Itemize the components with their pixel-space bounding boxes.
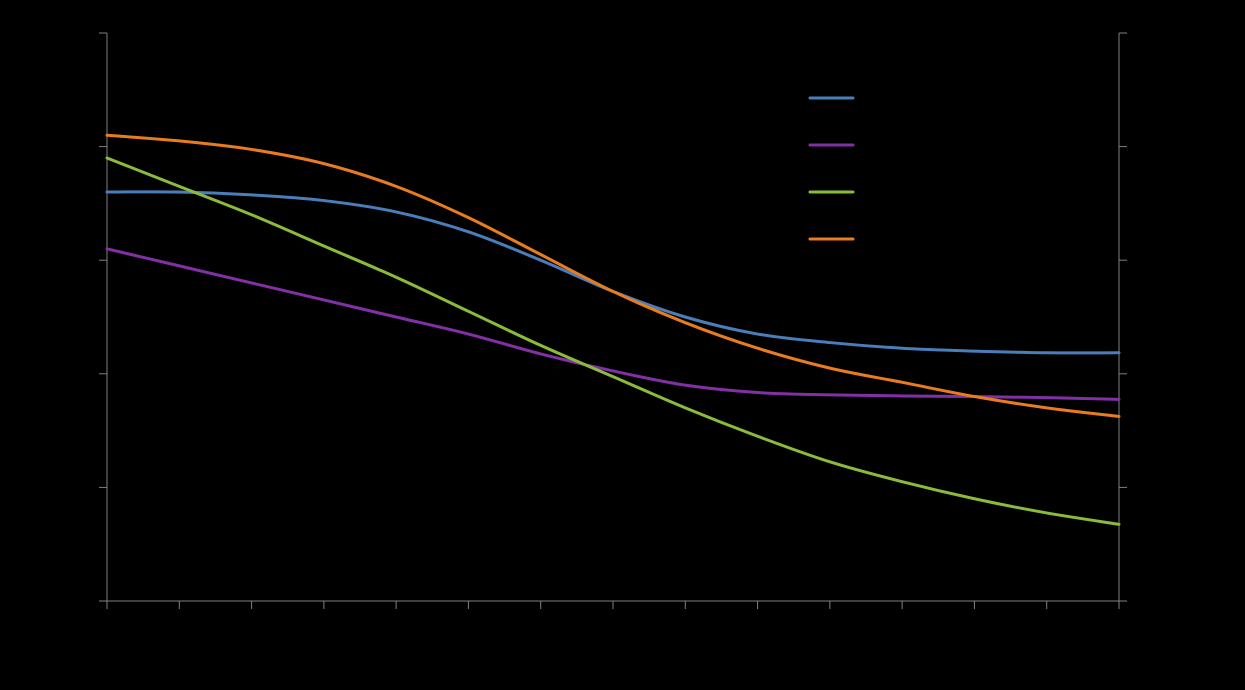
chart-svg — [0, 0, 1245, 690]
line-chart — [0, 0, 1245, 690]
